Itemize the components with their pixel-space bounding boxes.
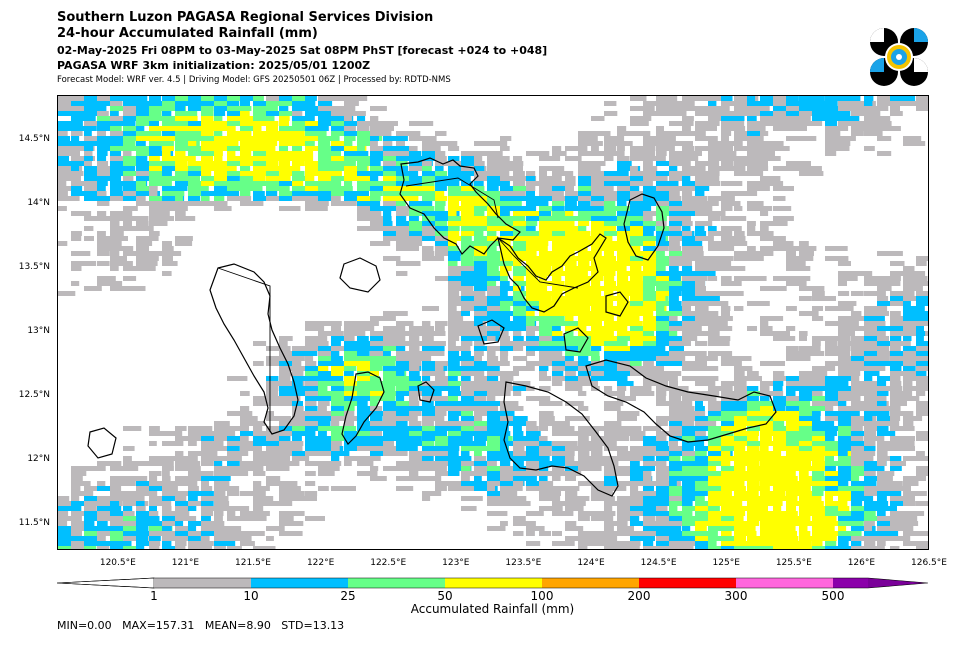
longitude-tick-label: 125°E — [712, 558, 740, 568]
longitude-tick-label: 123.5°E — [505, 558, 542, 568]
colorbar-tick-label: 200 — [627, 589, 651, 603]
coastline-samar — [585, 359, 777, 443]
longitude-tick-label: 122°E — [306, 558, 335, 568]
coastline-masbate — [341, 371, 385, 445]
colorbar-tick-label: 10 — [243, 589, 259, 603]
longitude-tick-label: 122.5°E — [370, 558, 407, 568]
admin-boundaries — [217, 177, 579, 432]
latitude-tick-label: 13°N — [27, 326, 50, 337]
coastline-marinduque — [339, 257, 381, 293]
colorbar-tick-label: 1 — [150, 589, 158, 603]
colorbar-segment — [154, 578, 251, 588]
statistics: MIN=0.00 MAX=157.31 MEAN=8.90 STD=13.13 — [57, 619, 345, 632]
coastlines — [87, 157, 777, 497]
longitude-tick-label: 124°E — [577, 558, 605, 568]
rainfall-field — [58, 96, 928, 549]
colorbar-tick-label: 500 — [821, 589, 845, 603]
coastline-bicol — [497, 233, 607, 313]
coastline-panay — [503, 381, 619, 497]
office-title: Southern Luzon PAGASA Regional Services … — [57, 10, 434, 25]
boundary-bicol — [497, 237, 579, 289]
longitude-tick-label: 126°E — [847, 558, 876, 568]
colorbar-segment — [736, 578, 833, 588]
rainfall-map — [57, 95, 929, 550]
colorbar-segment — [251, 578, 348, 588]
coastline-burias — [477, 319, 505, 345]
coastline-luzon — [399, 157, 521, 255]
valid-period: 02-May-2025 Fri 08PM to 03-May-2025 Sat … — [57, 44, 548, 57]
latitude-tick-label: 14.5°N — [18, 133, 50, 144]
longitude-tick-label: 126.5°E — [911, 558, 947, 568]
pagasa-logo-icon — [870, 28, 928, 86]
latitude-tick-label: 12.5°N — [18, 390, 50, 401]
colorbar-title: Accumulated Rainfall (mm) — [410, 602, 575, 616]
latitude-tick-label: 11.5°N — [18, 518, 50, 529]
colorbar-segment — [833, 578, 868, 588]
product-title: 24-hour Accumulated Rainfall (mm) — [57, 26, 318, 41]
coastline-busuanga — [87, 427, 117, 459]
colorbar-tick-label: 100 — [530, 589, 554, 603]
model-info: Forecast Model: WRF ver. 4.5 | Driving M… — [57, 75, 451, 85]
colorbar-tick-label: 300 — [724, 589, 748, 603]
colorbar — [57, 577, 929, 589]
colorbar-outline — [57, 577, 929, 589]
colorbar-min-extension — [57, 577, 155, 589]
colorbar-tick-label: 50 — [437, 589, 453, 603]
latitude-tick-label: 13.5°N — [18, 262, 50, 273]
latitude-tick-label: 14°N — [27, 197, 50, 208]
longitude-tick-label: 121°E — [171, 558, 200, 568]
longitude-tick-label: 124.5°E — [640, 558, 677, 568]
colorbar-max-extension — [868, 578, 928, 588]
colorbar-segment — [639, 578, 736, 588]
colorbar-tick-label: 25 — [340, 589, 356, 603]
colorbar-segment — [445, 578, 542, 588]
latitude-tick-label: 12°N — [27, 454, 50, 465]
coastline-catanduanes — [623, 193, 665, 261]
longitude-tick-label: 123°E — [442, 558, 470, 568]
coastline-ticao — [563, 327, 589, 353]
coastline-romblon — [417, 381, 435, 403]
boundary-mimaropa — [217, 267, 271, 432]
boundary-region — [405, 177, 499, 219]
colorbar-segment — [542, 578, 639, 588]
coastline-polillo — [605, 291, 629, 317]
model-initialization: PAGASA WRF 3km initialization: 2025/05/0… — [57, 59, 371, 72]
colorbar-segment — [348, 578, 445, 588]
longitude-tick-label: 121.5°E — [235, 558, 271, 568]
longitude-tick-label: 125.5°E — [775, 558, 812, 568]
longitude-tick-label: 120.5°E — [99, 558, 136, 568]
coastline-mindoro — [209, 263, 299, 435]
